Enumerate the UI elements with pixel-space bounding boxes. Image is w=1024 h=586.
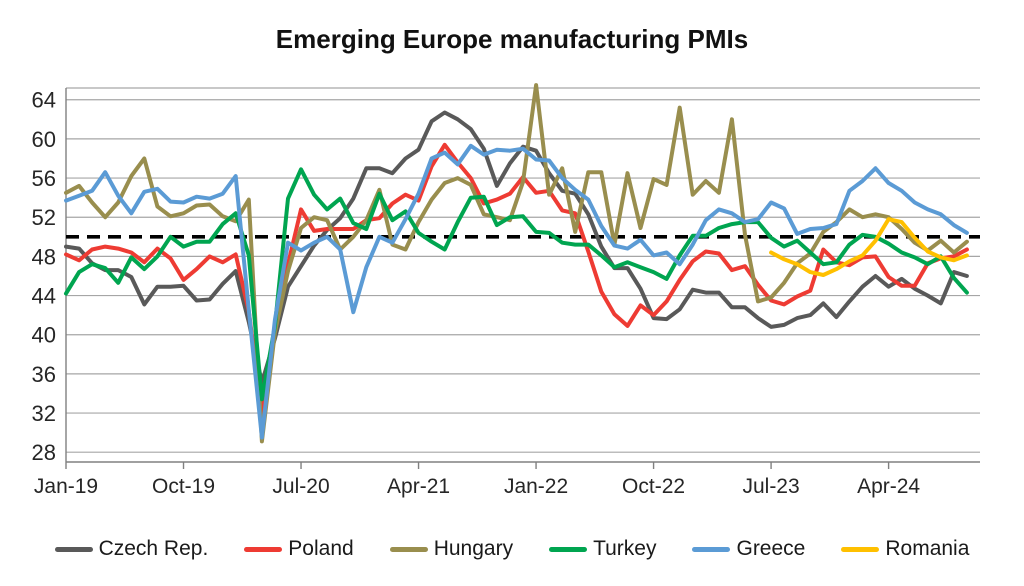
y-tick-label: 40 [32, 323, 56, 348]
legend-item-czech-rep: Czech Rep. [54, 537, 209, 561]
legend-swatch-greece [692, 546, 731, 552]
x-tick-label: Apr-24 [857, 475, 920, 498]
legend-label-romania: Romania [885, 537, 970, 560]
legend-item-greece: Greece [692, 537, 805, 561]
x-tick-label: Jan-22 [504, 475, 568, 498]
legend-swatch-hungary [389, 546, 428, 552]
legend-swatch-romania [841, 546, 880, 552]
legend-label-turkey: Turkey [593, 537, 657, 560]
series-lines [64, 83, 969, 444]
chart-legend: Czech Rep. Poland Hungary Turkey Greece Roman… [0, 537, 1024, 561]
legend-label-czech-rep: Czech Rep. [98, 537, 209, 560]
chart-title: Emerging Europe manufacturing PMIs [275, 24, 749, 54]
series-line-greece [64, 143, 969, 440]
y-tick-label: 64 [32, 88, 56, 113]
y-tick-label: 44 [32, 284, 56, 309]
legend-item-hungary: Hungary [389, 537, 514, 561]
y-tick-label: 56 [32, 166, 56, 191]
series-line-czech-rep [64, 110, 969, 385]
x-tick-label: Jul-20 [272, 475, 329, 498]
series-line-hungary [64, 83, 969, 444]
series-line-turkey [64, 167, 969, 402]
y-tick-label: 28 [32, 440, 56, 465]
legend-label-poland: Poland [288, 537, 354, 560]
x-tick-label: Jan-19 [34, 475, 98, 498]
y-tick-label: 60 [32, 127, 56, 152]
x-axis-labels: Jan-19 Oct-19 Jul-20 Apr-21 Jan-22 Oct-22 Jul-… [34, 462, 920, 498]
y-axis-labels: 64 60 56 52 48 44 40 36 32 28 [32, 88, 56, 465]
legend-item-turkey: Turkey [549, 537, 656, 561]
series-line-romania [769, 217, 969, 277]
y-tick-label: 36 [32, 362, 56, 387]
legend-swatch-czech-rep [54, 546, 93, 552]
legend-item-romania: Romania [841, 537, 969, 561]
legend-label-hungary: Hungary [433, 537, 514, 560]
legend-swatch-turkey [549, 546, 588, 552]
x-tick-label: Oct-19 [152, 475, 215, 498]
x-tick-label: Apr-21 [387, 475, 450, 498]
legend-label-greece: Greece [736, 537, 806, 560]
legend-item-poland: Poland [244, 537, 354, 561]
gridlines [66, 99, 980, 453]
y-tick-label: 32 [32, 401, 56, 426]
series-line-poland [64, 142, 969, 416]
y-tick-label: 48 [32, 244, 56, 269]
legend-swatch-poland [244, 546, 283, 552]
x-tick-label: Jul-23 [742, 475, 799, 498]
x-tick-label: Oct-22 [622, 475, 685, 498]
y-tick-label: 52 [32, 205, 56, 230]
